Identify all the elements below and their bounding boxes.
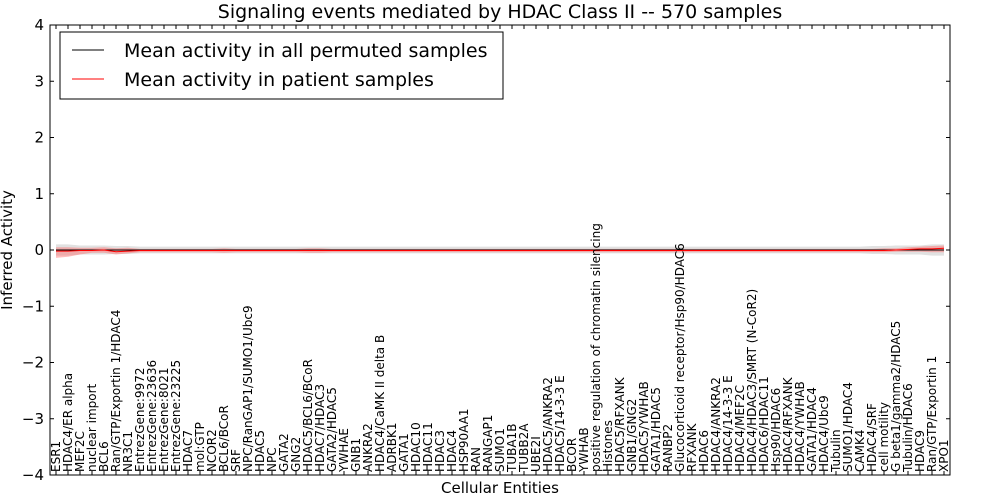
x-tick-label: HDAC4/YWHAB [793, 381, 807, 472]
x-tick-label: NPC [265, 447, 279, 472]
x-tick-label: UBE2I [529, 436, 543, 472]
x-tick-label: EntrezGene:23225 [169, 360, 183, 472]
y-tick-label: −2 [22, 354, 44, 372]
x-tick-label: GATA2/HDAC5 [325, 387, 339, 472]
x-tick-label: ESR1 [49, 441, 63, 472]
x-tick-label: EntrezGene:8021 [157, 368, 171, 473]
x-tick-label: HDAC4/MEF2C [733, 385, 747, 472]
x-tick-label: SUMO1 [493, 428, 507, 472]
x-tick-label: HDAC7 [181, 430, 195, 472]
x-tick-label: HDAC4/SRF [865, 403, 879, 472]
x-tick-label: GNB1 [349, 438, 363, 472]
y-tick-label: 3 [34, 72, 44, 90]
x-tick-label: Histones [601, 420, 615, 472]
x-tick-label: HDAC4/CaMK II delta B [373, 335, 387, 472]
x-tick-label: nuclear import [85, 383, 99, 472]
x-tick-label: Tubulin [829, 429, 843, 473]
x-tick-label: Hsp90/HDAC6 [769, 388, 783, 472]
x-tick-label: cell motility [877, 402, 891, 472]
x-tick-label: ADRBK1 [385, 422, 399, 472]
x-tick-label: HDAC4/ER alpha [61, 373, 75, 472]
x-tick-label: HDAC7/HDAC3 [313, 384, 327, 472]
x-tick-label: RANBP2 [661, 424, 675, 472]
x-tick-label: HDAC4/ANKRA2 [709, 377, 723, 472]
x-tick-label: RFXANK [685, 422, 699, 472]
x-tick-label: HDAC6/HDAC11 [757, 376, 771, 472]
legend-label-patient: Mean activity in patient samples [124, 69, 434, 91]
x-tick-label: GNG2 [289, 437, 303, 472]
x-tick-label: HDAC5/BCL6/BCoR [301, 359, 315, 472]
x-tick-label: YWHAB [577, 427, 591, 473]
x-tick-label: NPC/RanGAP1/SUMO1/Ubc9 [241, 305, 255, 472]
x-tick-label: HDAC5/ANKRA2 [541, 377, 555, 472]
x-tick-label: NCOR2 [205, 429, 219, 472]
x-tick-label: HDAC4/HDAC3/SMRT (N-CoR2) [745, 289, 759, 472]
confidence-band-patient [56, 245, 944, 258]
x-tick-label: mol:GTP [193, 422, 207, 472]
y-tick-label: 1 [34, 185, 44, 203]
x-tick-label: BCL6/BCoR [217, 405, 231, 472]
x-tick-label: RANGAP1 [481, 415, 495, 472]
legend-box [59, 31, 504, 100]
x-tick-label: HDAC10 [409, 422, 423, 472]
x-tick-label: G beta1/gamma2/HDAC5 [889, 321, 903, 472]
x-tick-label: GNB1/GNG2 [625, 399, 639, 472]
x-tick-label: Glucocorticoid receptor/Hsp90/HDAC6 [673, 243, 687, 472]
x-tick-label: HDAC4/14-3-3 E [721, 375, 735, 472]
y-tick-label: −1 [22, 297, 44, 315]
x-tick-label: HDAC5/YWHAB [637, 381, 651, 472]
x-tick-label: TUBA1B [505, 424, 519, 473]
x-tick-label: Ran/GTP/Exportin 1/HDAC4 [109, 310, 123, 472]
legend: Mean activity in all permuted samples Me… [59, 31, 504, 100]
x-tick-label: HDAC9 [913, 430, 927, 472]
x-tick-label: HDAC5 [253, 430, 267, 472]
x-tick-label: HDAC11 [421, 422, 435, 472]
x-tick-label: NR3C1 [121, 431, 135, 472]
x-tick-label: HDAC5/14-3-3 E [553, 375, 567, 472]
x-tick-label: HDAC6 [697, 430, 711, 472]
x-tick-label: HDAC5/RFXANK [613, 376, 627, 472]
x-tick-label: XPO1 [937, 439, 951, 472]
x-tick-label: GATA1/HDAC4 [805, 387, 819, 472]
y-tick-label: −3 [22, 410, 44, 428]
x-tick-label: GATA2 [277, 433, 291, 472]
x-tick-label: BCL6 [97, 441, 111, 472]
x-tick-label: TUBB2A [517, 423, 531, 473]
x-tick-label: GATA1/HDAC5 [649, 387, 663, 472]
x-tick-label: CAMK4 [853, 430, 867, 472]
chart-title: Signaling events mediated by HDAC Class … [218, 1, 782, 23]
x-tick-label: HDAC4 [445, 430, 459, 472]
x-tick-label: ANKRA2 [361, 423, 375, 472]
legend-label-permuted: Mean activity in all permuted samples [124, 40, 487, 62]
x-tick-label: GATA1 [397, 433, 411, 472]
x-tick-label: HDAC4/Ubc9 [817, 395, 831, 472]
x-tick-label: HDAC4/RFXANK [781, 376, 795, 472]
y-tick-label: −4 [22, 466, 44, 484]
y-tick-label: 4 [34, 16, 44, 34]
x-tick-label: Tubulin/HDAC6 [901, 383, 915, 473]
y-axis-label: Inferred Activity [0, 190, 16, 310]
y-tick-label: 0 [34, 241, 44, 259]
x-tick-label: positive regulation of chromatin silenci… [589, 223, 603, 472]
x-tick-label: HDAC3 [433, 430, 447, 472]
x-tick-label: SUMO1/HDAC4 [841, 382, 855, 472]
x-tick-label: Ran/GTP/Exportin 1 [925, 356, 939, 472]
x-tick-label: YWHAE [337, 428, 351, 473]
series-line-patient [56, 247, 945, 253]
x-tick-label: SRF [229, 449, 243, 472]
x-tick-label: EntrezGene:23636 [145, 360, 159, 472]
x-tick-label: HSP90AA1 [457, 408, 471, 472]
x-tick-label: EntrezGene:9972 [133, 368, 147, 473]
x-tick-label: BCOR [565, 438, 579, 472]
x-tick-label: MEF2C [73, 431, 87, 472]
x-axis-label: Cellular Entities [441, 479, 559, 497]
y-tick-label: 2 [34, 129, 44, 147]
x-tick-label: RAN [469, 447, 483, 472]
